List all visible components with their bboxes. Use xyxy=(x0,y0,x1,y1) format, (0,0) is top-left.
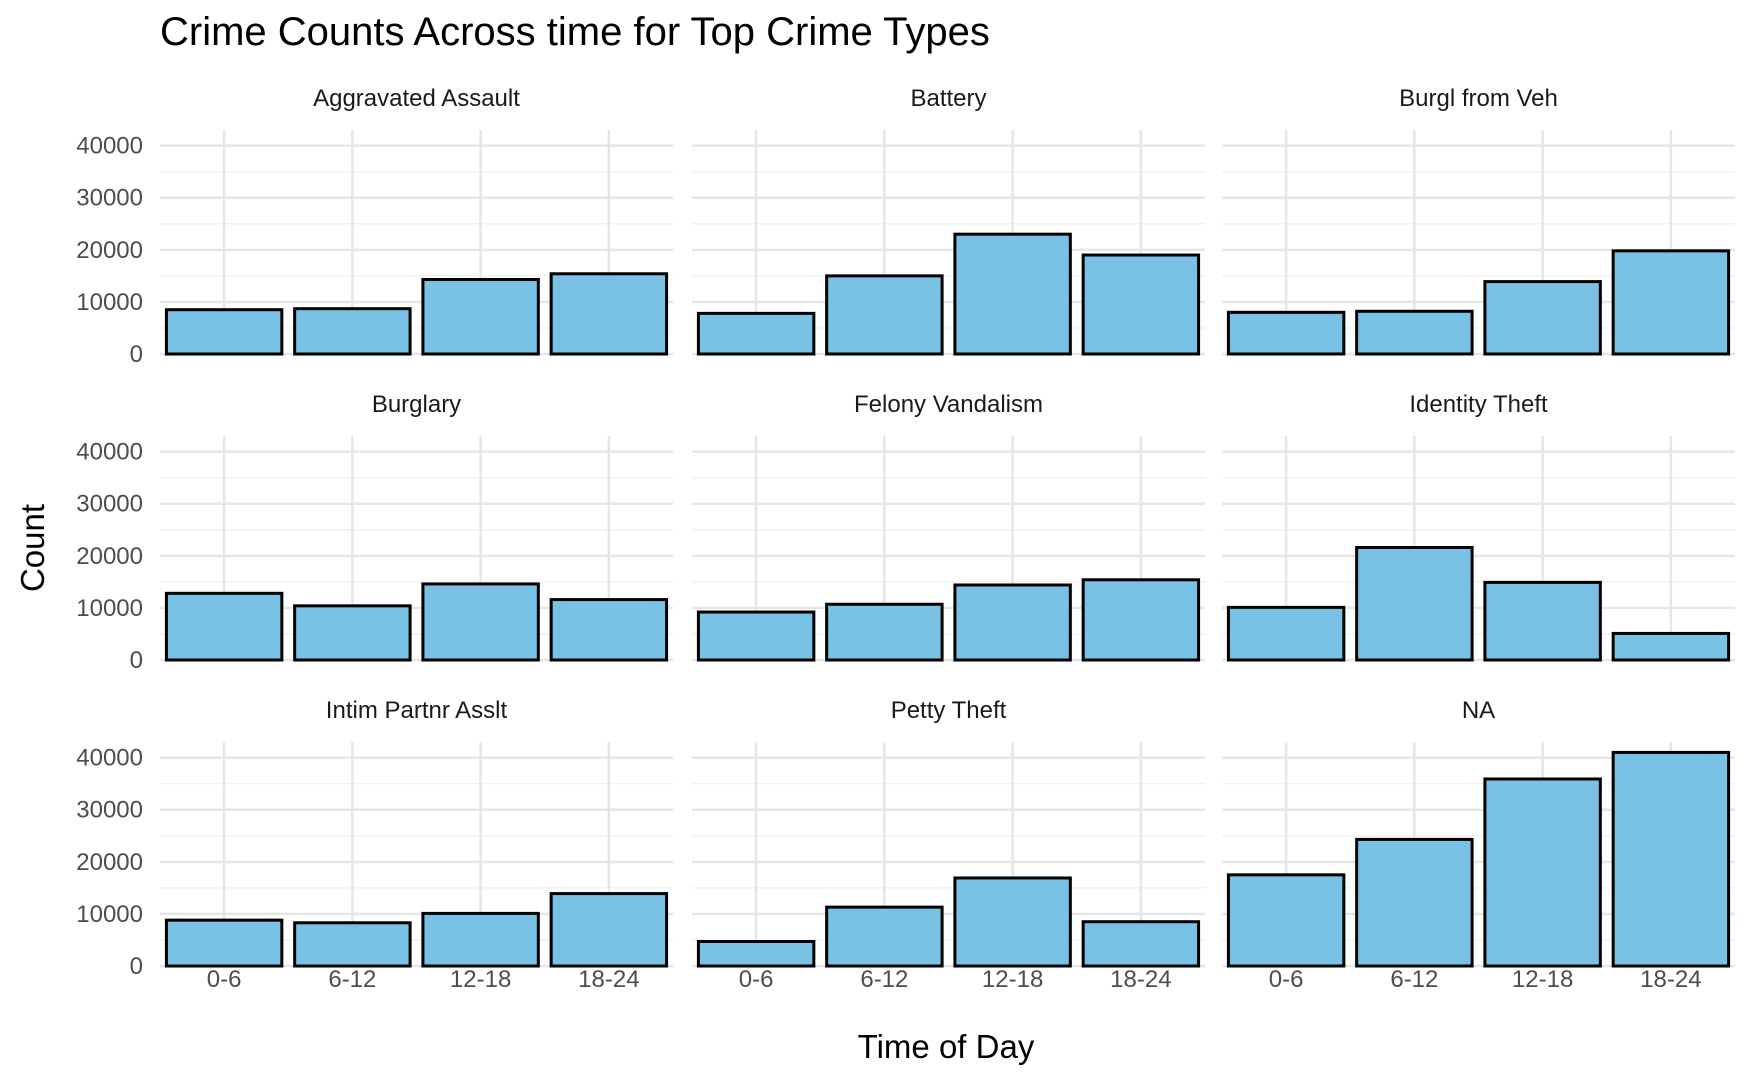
bar xyxy=(1483,580,1602,662)
bar xyxy=(825,274,944,356)
bar xyxy=(164,918,284,968)
facet-panel: Burglary 0 10000 20000 30000 40000 xyxy=(76,391,673,674)
x-tick-label: 0-6 xyxy=(207,966,242,993)
bar xyxy=(421,278,540,356)
facet-panel: Intim Partnr Asslt 0 10000 20000 30000 40000 0… xyxy=(76,697,673,993)
y-tick-label: 20000 xyxy=(76,849,143,876)
bar xyxy=(1355,837,1474,968)
panel-title: Burgl from Veh xyxy=(1399,85,1558,112)
facet-panel: Felony Vandalism xyxy=(692,391,1205,662)
y-tick-label: 40000 xyxy=(76,439,143,466)
bar xyxy=(953,876,1072,968)
bar xyxy=(293,604,412,662)
panel-title: Intim Partnr Asslt xyxy=(326,697,508,724)
panel-title: Battery xyxy=(910,85,986,112)
bar xyxy=(1081,920,1201,968)
panel-title: Identity Theft xyxy=(1409,391,1548,418)
bar xyxy=(1226,310,1346,356)
y-tick-label: 10000 xyxy=(76,289,143,316)
panel-title: NA xyxy=(1462,697,1495,724)
y-tick-label: 20000 xyxy=(76,237,143,264)
panel-title: Felony Vandalism xyxy=(854,391,1043,418)
x-tick-label: 0-6 xyxy=(739,966,774,993)
x-tick-label: 0-6 xyxy=(1269,966,1304,993)
chart-title: Crime Counts Across time for Top Crime T… xyxy=(160,10,990,54)
bar xyxy=(696,610,816,662)
bar xyxy=(696,311,816,356)
bar xyxy=(1226,605,1346,662)
bar xyxy=(1081,578,1201,662)
y-tick-label: 30000 xyxy=(76,797,143,824)
bar xyxy=(1081,253,1201,356)
bar xyxy=(549,272,669,356)
x-tick-label: 18-24 xyxy=(1640,966,1701,993)
y-tick-label: 10000 xyxy=(76,901,143,928)
y-tick-label: 20000 xyxy=(76,543,143,570)
bar xyxy=(164,308,284,356)
y-tick-label: 0 xyxy=(130,953,143,980)
panel-title: Petty Theft xyxy=(891,697,1007,724)
bar xyxy=(293,307,412,356)
bar xyxy=(421,582,540,662)
y-tick-label: 30000 xyxy=(76,491,143,518)
x-tick-label: 6-12 xyxy=(328,966,376,993)
y-tick-label: 40000 xyxy=(76,133,143,160)
facet-panel: NA 0-6 6-12 12-18 18-24 xyxy=(1222,697,1735,993)
bar xyxy=(1226,873,1346,968)
bar xyxy=(1611,249,1731,356)
x-tick-label: 18-24 xyxy=(578,966,639,993)
facet-panel: Petty Theft 0-6 6-12 12-18 18-24 xyxy=(692,697,1205,993)
y-tick-label: 0 xyxy=(130,647,143,674)
bar xyxy=(825,905,944,968)
panel-title: Aggravated Assault xyxy=(313,85,520,112)
y-tick-label: 0 xyxy=(130,341,143,368)
bar xyxy=(696,940,816,968)
x-tick-label: 6-12 xyxy=(860,966,908,993)
bar xyxy=(421,911,540,968)
bar xyxy=(953,583,1072,662)
bar xyxy=(953,232,1072,356)
bar xyxy=(549,598,669,662)
bar xyxy=(549,892,669,968)
x-axis-title: Time of Day xyxy=(858,1028,1035,1065)
y-tick-label: 10000 xyxy=(76,595,143,622)
x-tick-label: 18-24 xyxy=(1110,966,1171,993)
y-tick-label: 40000 xyxy=(76,745,143,772)
x-tick-label: 12-18 xyxy=(450,966,511,993)
bar xyxy=(1355,545,1474,662)
x-tick-label: 12-18 xyxy=(982,966,1043,993)
x-tick-label: 12-18 xyxy=(1512,966,1573,993)
facet-panel: Burgl from Veh xyxy=(1222,85,1735,356)
facet-panel: Aggravated Assault 0 10000 20000 30000 40000 xyxy=(76,85,673,368)
bar xyxy=(825,602,944,662)
y-tick-label: 30000 xyxy=(76,185,143,212)
facet-panel: Battery xyxy=(692,85,1205,356)
bar xyxy=(1355,309,1474,356)
bar xyxy=(1483,280,1602,356)
bar xyxy=(293,921,412,968)
bar xyxy=(1611,631,1731,662)
y-axis-title: Count xyxy=(14,504,51,592)
bar xyxy=(1483,777,1602,968)
bar xyxy=(1611,750,1731,968)
panel-title: Burglary xyxy=(372,391,461,418)
facet-panel: Identity Theft xyxy=(1222,391,1735,662)
x-tick-label: 6-12 xyxy=(1390,966,1438,993)
bar xyxy=(164,591,284,662)
